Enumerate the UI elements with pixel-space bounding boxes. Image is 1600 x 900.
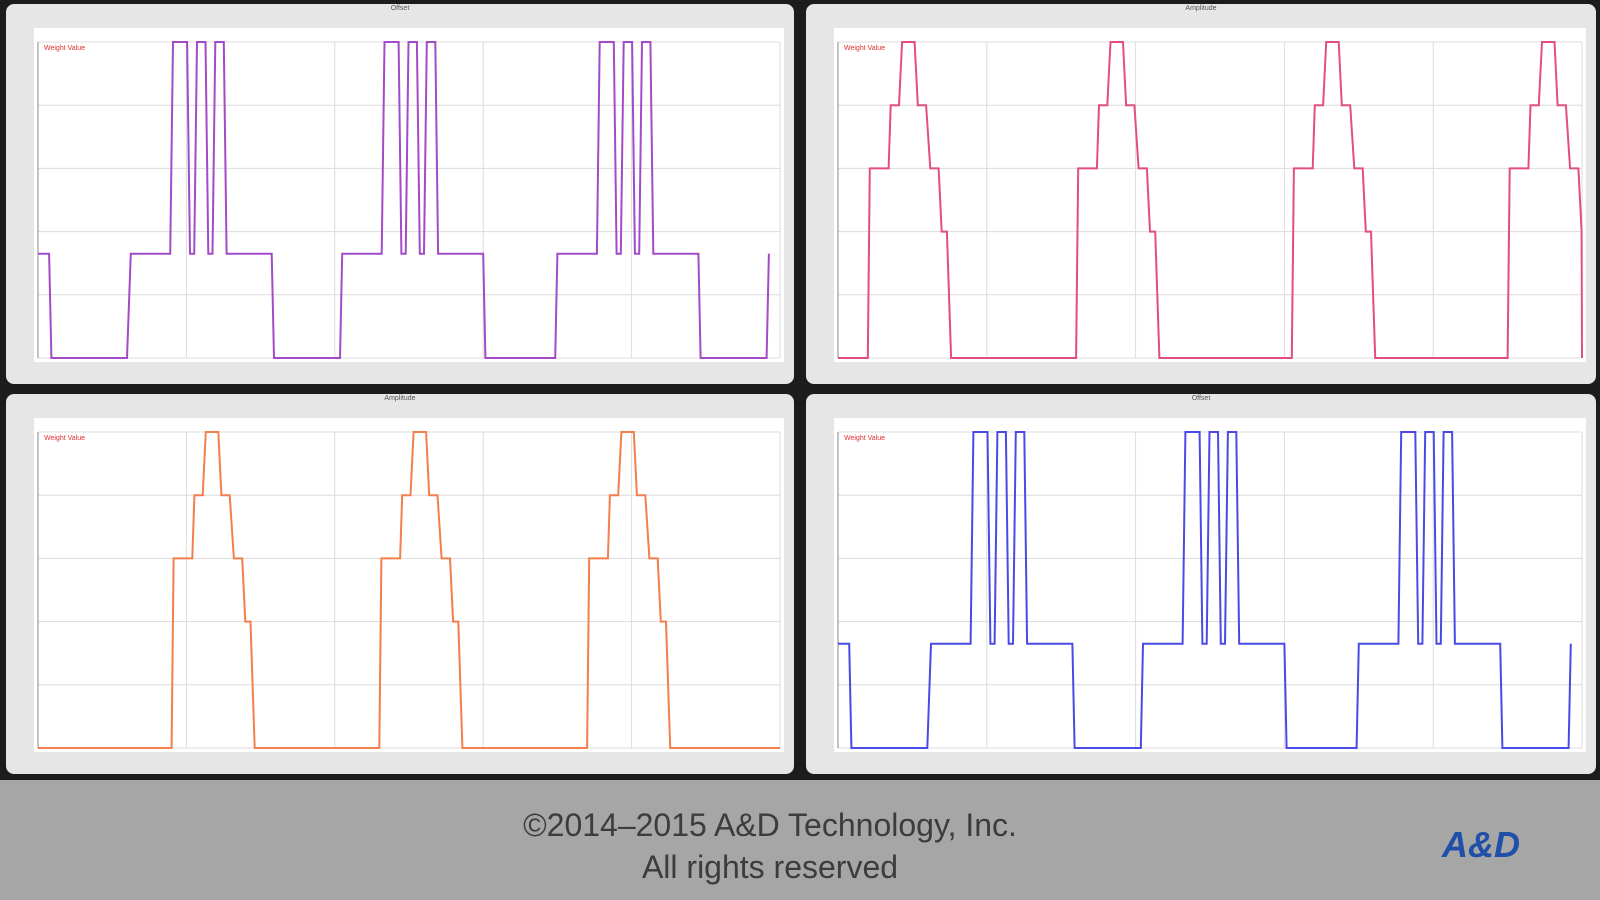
chart-panel-amplitude-pink: Amplitude Weight Value — [806, 4, 1596, 384]
plot-area: Weight Value — [34, 418, 784, 752]
copyright-line-1: ©2014–2015 A&D Technology, Inc. — [523, 807, 1017, 843]
legend-label: Weight Value — [844, 435, 885, 442]
chart-panel-offset-blue: Offset Weight Value — [806, 394, 1596, 774]
plot-area: Weight Value — [34, 28, 784, 362]
series-line — [838, 431, 1572, 749]
series-line — [38, 431, 780, 749]
chart-title: Offset — [390, 5, 410, 12]
chart-title: Amplitude — [1185, 5, 1217, 12]
plot-area: Weight Value — [834, 418, 1586, 752]
chart-svg: Weight Value — [837, 431, 1583, 749]
legend-label: Weight Value — [44, 45, 85, 52]
series-line — [38, 41, 770, 359]
chart-title: Offset — [1191, 395, 1211, 402]
footer: ©2014–2015 A&D Technology, Inc. All righ… — [0, 780, 1600, 900]
plot-area: Weight Value — [834, 28, 1586, 362]
company-logo: A&D — [1441, 824, 1520, 864]
chart-svg: Weight Value — [37, 41, 781, 359]
copyright-line-2: All rights reserved — [641, 849, 899, 885]
logo-wordmark: A&D — [1441, 824, 1520, 864]
chart-svg: Weight Value — [837, 41, 1583, 359]
legend-label: Weight Value — [44, 435, 85, 442]
chart-svg: Weight Value — [37, 431, 781, 749]
copyright-text: ©2014–2015 A&D Technology, Inc. All righ… — [400, 804, 1140, 888]
legend-label: Weight Value — [844, 45, 885, 52]
series-line — [838, 41, 1583, 359]
chart-title: Amplitude — [384, 395, 416, 402]
chart-panel-offset-purple: Offset Weight Value — [6, 4, 794, 384]
chart-panel-amplitude-orange: Amplitude Weight Value — [6, 394, 794, 774]
